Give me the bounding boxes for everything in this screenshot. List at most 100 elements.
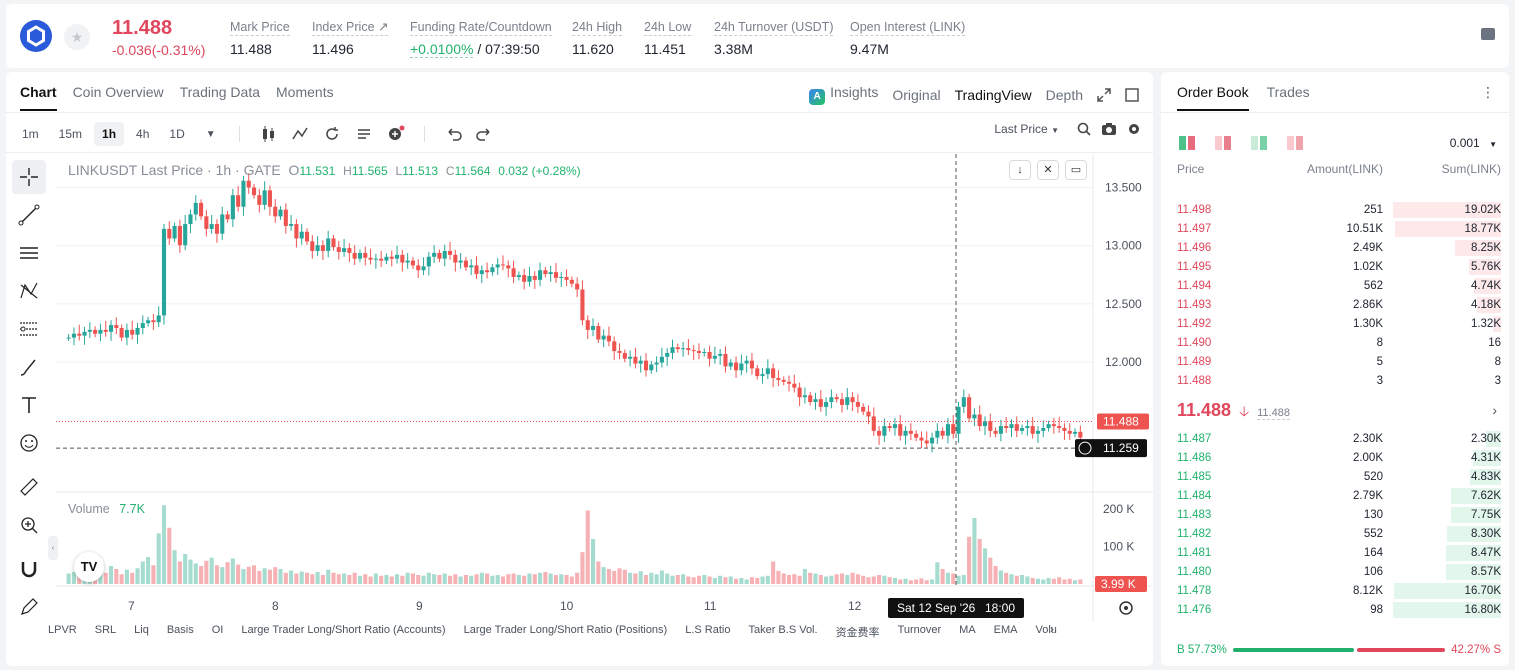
indicator-6[interactable]: Large Trader Long/Short Ratio (Positions… <box>463 624 668 636</box>
mode-asks-icon[interactable] <box>1215 136 1231 150</box>
pattern-tool-icon[interactable] <box>12 274 46 308</box>
bid-row[interactable]: 11.484 2.79K 7.62K <box>1169 486 1501 505</box>
tf-4h[interactable]: 4h <box>136 127 150 141</box>
ask-row[interactable]: 11.490 8 16 <box>1169 333 1501 352</box>
indicator-1[interactable]: SRL <box>94 624 117 636</box>
templates-icon[interactable] <box>350 122 378 146</box>
pencil-tool-icon[interactable] <box>12 590 46 624</box>
view-original[interactable]: Original <box>892 86 941 103</box>
maximize-icon[interactable]: ▭ <box>1065 160 1087 180</box>
tf-15m[interactable]: 15m <box>58 127 83 141</box>
chevron-right-icon[interactable]: › <box>1492 402 1497 418</box>
bid-row[interactable]: 11.485 520 4.83K <box>1169 467 1501 486</box>
stat-label[interactable]: Index Price ↗ <box>312 20 389 36</box>
insights-button[interactable]: A Insights <box>809 84 878 105</box>
mode-bids-icon[interactable] <box>1251 136 1267 150</box>
precision-select[interactable]: 0.001 ▼ <box>1450 136 1497 150</box>
ask-row[interactable]: 11.495 1.02K 5.76K <box>1169 257 1501 276</box>
brush-tool-icon[interactable] <box>12 350 46 384</box>
candle-body <box>993 430 998 434</box>
volume-bar <box>723 577 728 584</box>
search-icon[interactable] <box>1077 122 1091 136</box>
ask-row[interactable]: 11.492 1.30K 1.32K <box>1169 314 1501 333</box>
bid-row[interactable]: 11.487 2.30K 2.30K <box>1169 429 1501 448</box>
bid-row[interactable]: 11.483 130 7.75K <box>1169 505 1501 524</box>
tf-1d[interactable]: 1D <box>169 127 185 141</box>
price-type-select[interactable]: Last Price ▼ <box>994 122 1059 136</box>
candle-type-icon[interactable] <box>254 122 282 146</box>
indicator-3[interactable]: Basis <box>166 624 194 636</box>
emoji-tool-icon[interactable] <box>12 426 46 460</box>
indicator-0[interactable]: LPVR <box>48 624 77 636</box>
indicator-13[interactable]: Volu <box>1035 624 1057 636</box>
indicator-11[interactable]: MA <box>959 624 976 636</box>
settings-gear-icon[interactable] <box>1127 122 1141 136</box>
indicator-7[interactable]: L.S Ratio <box>685 624 731 636</box>
bid-row[interactable]: 11.481 164 8.47K <box>1169 543 1501 562</box>
tab-trading-data[interactable]: Trading Data <box>179 84 261 100</box>
tf-1m[interactable]: 1m <box>22 127 39 141</box>
indicator-10[interactable]: Turnover <box>897 624 942 636</box>
ask-row[interactable]: 11.497 10.51K 18.77K <box>1169 219 1501 238</box>
ask-row[interactable]: 11.494 562 4.74K <box>1169 276 1501 295</box>
stat-label[interactable]: Funding Rate/Countdown <box>410 20 552 36</box>
ruler-tool-icon[interactable] <box>12 470 46 504</box>
arrow-down-icon[interactable]: ↓ <box>1009 160 1031 180</box>
tab-chart[interactable]: Chart <box>20 84 57 111</box>
mid-price[interactable]: 11.488 🡣 11.488 <box>1177 400 1290 425</box>
sell-ratio: 42.27% S <box>1451 644 1501 656</box>
view-tradingview[interactable]: TradingView <box>954 86 1032 103</box>
ask-row[interactable]: 11.498 251 19.02K <box>1169 200 1501 219</box>
indicator-5[interactable]: Large Trader Long/Short Ratio (Accounts) <box>241 624 446 636</box>
indicator-2[interactable]: Liq <box>134 624 149 636</box>
zoom-in-tool-icon[interactable] <box>12 508 46 542</box>
candlestick-chart[interactable]: 13.500 13.000 12.500 12.000 200 K 100 K 11.488… <box>56 154 1153 622</box>
bid-row[interactable]: 11.480 106 8.57K <box>1169 562 1501 581</box>
undo-icon[interactable] <box>439 122 467 146</box>
tradingview-logo-icon[interactable]: TV <box>74 552 104 582</box>
ask-row[interactable]: 11.488 3 3 <box>1169 371 1501 390</box>
mode-depth-icon[interactable] <box>1287 136 1303 150</box>
tab-moments[interactable]: Moments <box>276 84 334 100</box>
collapse-toolbar-icon[interactable]: ‹ <box>48 536 58 560</box>
mode-both-icon[interactable] <box>1179 136 1195 150</box>
ask-row[interactable]: 11.489 5 8 <box>1169 352 1501 371</box>
magnet-tool-icon[interactable] <box>12 552 46 586</box>
view-depth[interactable]: Depth <box>1045 86 1083 103</box>
tab-trades[interactable]: Trades <box>1266 84 1310 100</box>
bid-row[interactable]: 11.478 8.12K 16.70K <box>1169 581 1501 600</box>
tf-1h[interactable]: 1h <box>94 122 125 146</box>
chevron-right-icon[interactable]: › <box>1050 622 1054 636</box>
indicator-12[interactable]: EMA <box>993 624 1018 636</box>
text-tool-icon[interactable] <box>12 388 46 422</box>
chart-settings-icon[interactable] <box>1118 600 1134 621</box>
favorite-star-icon[interactable]: ★ <box>64 24 90 50</box>
indicator-8[interactable]: Taker B.S Vol. <box>748 624 818 636</box>
ask-row[interactable]: 11.493 2.86K 4.18K <box>1169 295 1501 314</box>
volume-bar <box>824 576 829 584</box>
volume-bar <box>151 565 156 584</box>
indicator-4[interactable]: OI <box>211 624 224 636</box>
bid-row[interactable]: 11.486 2.00K 4.31K <box>1169 448 1501 467</box>
collapse-icon[interactable]: ✕ <box>1037 160 1059 180</box>
bid-row[interactable]: 11.476 98 16.80K <box>1169 600 1501 619</box>
tab-coin-overview[interactable]: Coin Overview <box>72 84 164 100</box>
redo-icon[interactable] <box>471 122 499 146</box>
more-menu-icon[interactable]: ⋮ <box>1481 84 1495 100</box>
bid-row[interactable]: 11.482 552 8.30K <box>1169 524 1501 543</box>
chevron-down-icon[interactable]: ▼ <box>205 128 216 140</box>
trendline-tool-icon[interactable] <box>12 198 46 232</box>
indicator-9[interactable]: 资金费率 <box>835 627 880 639</box>
indicators-icon[interactable] <box>286 122 314 146</box>
add-indicator-icon[interactable] <box>382 122 410 146</box>
ask-row[interactable]: 11.496 2.49K 8.25K <box>1169 238 1501 257</box>
crosshair-tool-icon[interactable] <box>12 160 46 194</box>
tab-order-book[interactable]: Order Book <box>1177 84 1249 111</box>
fib-tool-icon[interactable] <box>12 312 46 346</box>
window-icon[interactable] <box>1125 87 1139 102</box>
book-icon[interactable] <box>1481 28 1495 40</box>
camera-icon[interactable] <box>1101 122 1117 136</box>
expand-icon[interactable] <box>1097 87 1111 102</box>
compare-icon[interactable] <box>318 122 346 146</box>
horizontal-lines-tool-icon[interactable] <box>12 236 46 270</box>
